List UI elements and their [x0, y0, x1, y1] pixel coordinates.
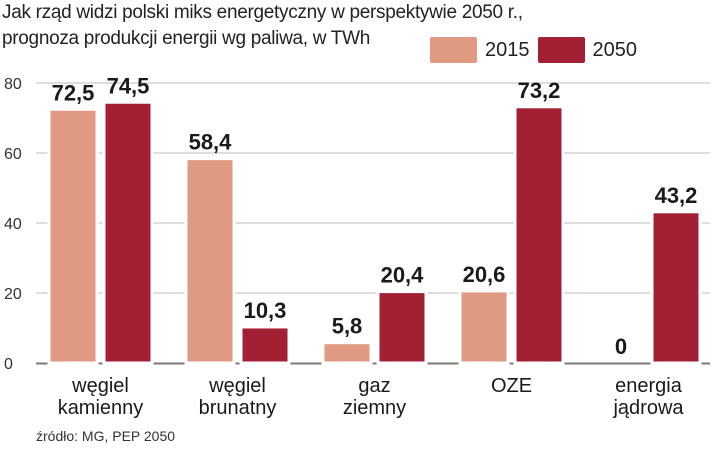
data-label-2050: 43,2 — [655, 183, 698, 208]
x-tick-label: OZE — [491, 375, 532, 397]
x-tick-label: gaz — [358, 375, 390, 397]
chart-title: Jak rząd widzi polski miks energetyczny … — [2, 0, 523, 52]
chart-title-line2: prognoza produkcji energii wg paliwa, w … — [2, 28, 370, 49]
y-tick-label: 40 — [4, 216, 22, 233]
data-label-2015: 72,5 — [52, 80, 95, 105]
legend-swatch-2050 — [537, 37, 585, 63]
x-tick-label: kamienny — [58, 397, 144, 419]
x-tick-label: brunatny — [199, 397, 277, 419]
data-label-2050: 73,2 — [518, 78, 561, 103]
bar-2050 — [650, 210, 702, 365]
x-tick-label: jądrowa — [612, 397, 684, 419]
legend-label-2015: 2015 — [485, 38, 530, 61]
bar-2015 — [184, 157, 236, 365]
y-tick-label: 60 — [4, 146, 22, 163]
y-tick-label: 80 — [4, 76, 22, 93]
x-tick-label: ziemny — [343, 397, 406, 419]
legend-item-2050: 2050 — [537, 37, 638, 63]
data-label-2050: 10,3 — [244, 298, 287, 323]
bar-2015 — [321, 341, 373, 365]
bar-2015 — [47, 107, 99, 365]
chart-title-line1: Jak rząd widzi polski miks energetyczny … — [2, 2, 523, 23]
data-label-2050: 74,5 — [107, 73, 150, 98]
x-tick-label: energia — [615, 375, 683, 397]
data-label-2015: 58,4 — [189, 130, 233, 155]
legend: 2015 2050 — [430, 36, 645, 64]
bar-2050 — [239, 325, 291, 365]
data-label-2015: 0 — [615, 334, 627, 359]
legend-swatch-2015 — [430, 37, 477, 63]
y-tick-label: 0 — [4, 356, 13, 373]
x-tick-label: węgiel — [208, 375, 266, 397]
bar-2050 — [376, 290, 428, 365]
bar-2050 — [513, 105, 565, 365]
bar-2050 — [102, 100, 154, 365]
source-note: źródło: MG, PEP 2050 — [36, 428, 176, 444]
y-tick-label: 20 — [4, 286, 22, 303]
data-label-2015: 5,8 — [332, 314, 363, 339]
data-label-2050: 20,4 — [381, 263, 425, 288]
data-label-2015: 20,6 — [463, 262, 506, 287]
x-tick-label: węgiel — [71, 375, 129, 397]
bar-2015 — [458, 289, 510, 365]
legend-item-2015: 2015 — [430, 37, 530, 63]
legend-label-2050: 2050 — [592, 38, 638, 61]
